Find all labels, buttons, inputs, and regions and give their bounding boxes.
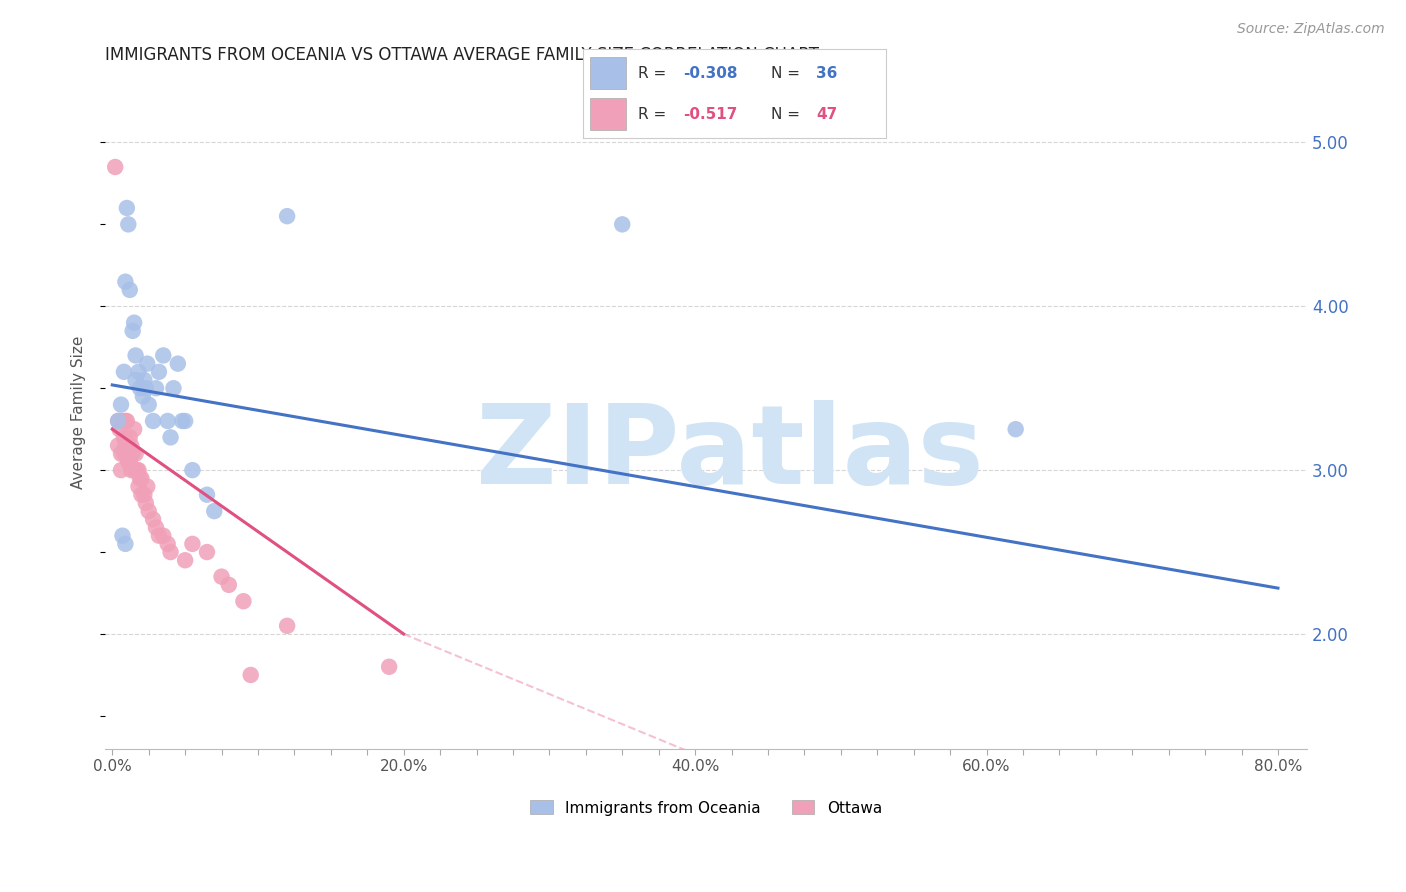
Point (118, 455, 141, 469)
Point (276, 619, 298, 633)
Point (121, 324, 143, 338)
Point (120, 463, 142, 477)
Point (121, 447, 143, 461)
Point (122, 316, 145, 330)
Point (142, 512, 165, 526)
Text: 36: 36 (817, 66, 838, 80)
Point (114, 275, 136, 289)
Point (131, 471, 153, 485)
Point (131, 488, 153, 502)
Text: ZIPatlas: ZIPatlas (477, 400, 984, 507)
Point (152, 348, 174, 362)
Legend: Immigrants from Oceania, Ottawa: Immigrants from Oceania, Ottawa (524, 795, 889, 822)
Point (117, 218, 139, 232)
Point (111, 414, 134, 428)
Point (124, 447, 146, 461)
Text: N =: N = (770, 107, 804, 121)
Point (135, 381, 157, 395)
Point (159, 430, 181, 444)
Point (120, 439, 142, 453)
Y-axis label: Average Family Size: Average Family Size (72, 336, 86, 490)
Point (142, 414, 165, 428)
Point (111, 529, 134, 543)
Point (134, 373, 156, 387)
Point (112, 447, 135, 461)
Point (138, 504, 160, 518)
Point (136, 479, 159, 493)
Point (104, 160, 127, 174)
Point (145, 381, 167, 395)
Point (128, 479, 150, 493)
Point (122, 422, 145, 436)
Point (202, 504, 225, 518)
Point (128, 365, 150, 379)
Point (1004, 422, 1026, 436)
Point (156, 414, 179, 428)
Text: R =: R = (638, 66, 671, 80)
Point (129, 381, 152, 395)
Point (107, 439, 129, 453)
Point (612, 218, 634, 232)
Point (115, 201, 138, 215)
Point (148, 529, 170, 543)
Point (112, 365, 135, 379)
Point (148, 365, 170, 379)
Point (218, 578, 240, 592)
Point (166, 357, 188, 371)
Point (378, 659, 401, 673)
Point (118, 430, 141, 444)
Point (108, 422, 131, 436)
Point (135, 496, 157, 510)
Point (107, 414, 129, 428)
Point (132, 389, 155, 403)
FancyBboxPatch shape (589, 57, 626, 89)
Point (107, 414, 129, 428)
Text: R =: R = (638, 107, 671, 121)
Point (124, 348, 146, 362)
Point (114, 537, 136, 551)
Point (136, 357, 159, 371)
Point (174, 414, 197, 428)
Point (181, 463, 204, 477)
Point (138, 398, 160, 412)
Point (125, 463, 148, 477)
Point (276, 209, 298, 223)
Point (110, 398, 132, 412)
Point (145, 520, 167, 534)
Point (195, 545, 218, 559)
Point (110, 463, 132, 477)
Point (118, 283, 141, 297)
Point (159, 545, 181, 559)
Point (124, 373, 146, 387)
Point (162, 381, 184, 395)
Text: 47: 47 (817, 107, 838, 121)
Point (195, 488, 218, 502)
Text: N =: N = (770, 66, 804, 80)
Point (211, 569, 233, 583)
Point (174, 553, 197, 567)
Text: Source: ZipAtlas.com: Source: ZipAtlas.com (1237, 22, 1385, 37)
Text: -0.517: -0.517 (683, 107, 738, 121)
Text: -0.308: -0.308 (683, 66, 738, 80)
Point (110, 447, 132, 461)
Point (117, 455, 139, 469)
Point (172, 414, 194, 428)
Point (134, 488, 156, 502)
Point (232, 594, 254, 608)
Point (156, 537, 179, 551)
Text: IMMIGRANTS FROM OCEANIA VS OTTAWA AVERAGE FAMILY SIZE CORRELATION CHART: IMMIGRANTS FROM OCEANIA VS OTTAWA AVERAG… (105, 46, 818, 64)
Point (114, 439, 136, 453)
Point (114, 414, 136, 428)
Point (115, 447, 138, 461)
Point (115, 414, 138, 428)
Point (112, 430, 135, 444)
Point (129, 471, 152, 485)
Point (239, 668, 262, 682)
FancyBboxPatch shape (589, 98, 626, 130)
Point (128, 463, 150, 477)
Point (152, 529, 174, 543)
Point (122, 463, 145, 477)
Point (181, 537, 204, 551)
